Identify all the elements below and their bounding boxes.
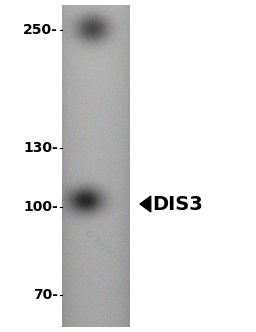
Text: DIS3: DIS3 — [152, 195, 203, 213]
Text: 130-: 130- — [23, 141, 58, 155]
Text: © ProSci Inc.: © ProSci Inc. — [82, 228, 134, 272]
Text: 100-: 100- — [23, 200, 58, 214]
Text: 70-: 70- — [33, 288, 58, 302]
Polygon shape — [140, 196, 151, 212]
Text: 250-: 250- — [23, 23, 58, 37]
